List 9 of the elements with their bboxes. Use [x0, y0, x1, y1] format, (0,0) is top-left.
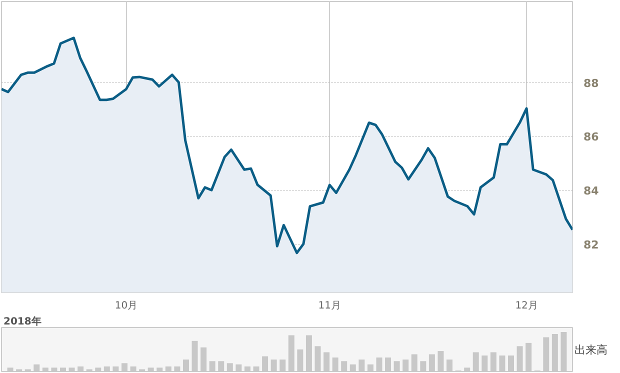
y-tick-label: 88	[584, 76, 599, 90]
y-tick-label: 86	[584, 130, 600, 144]
y-axis-title: 出来高	[574, 344, 608, 356]
x-tick-label: 10月	[114, 300, 138, 312]
x-tick-label: 11月	[318, 300, 342, 312]
y-tick-label: 84	[584, 184, 600, 198]
y-tick-label: 82	[584, 238, 599, 252]
text: 2018年	[4, 316, 42, 328]
x-tick-label: 12月	[515, 300, 538, 312]
